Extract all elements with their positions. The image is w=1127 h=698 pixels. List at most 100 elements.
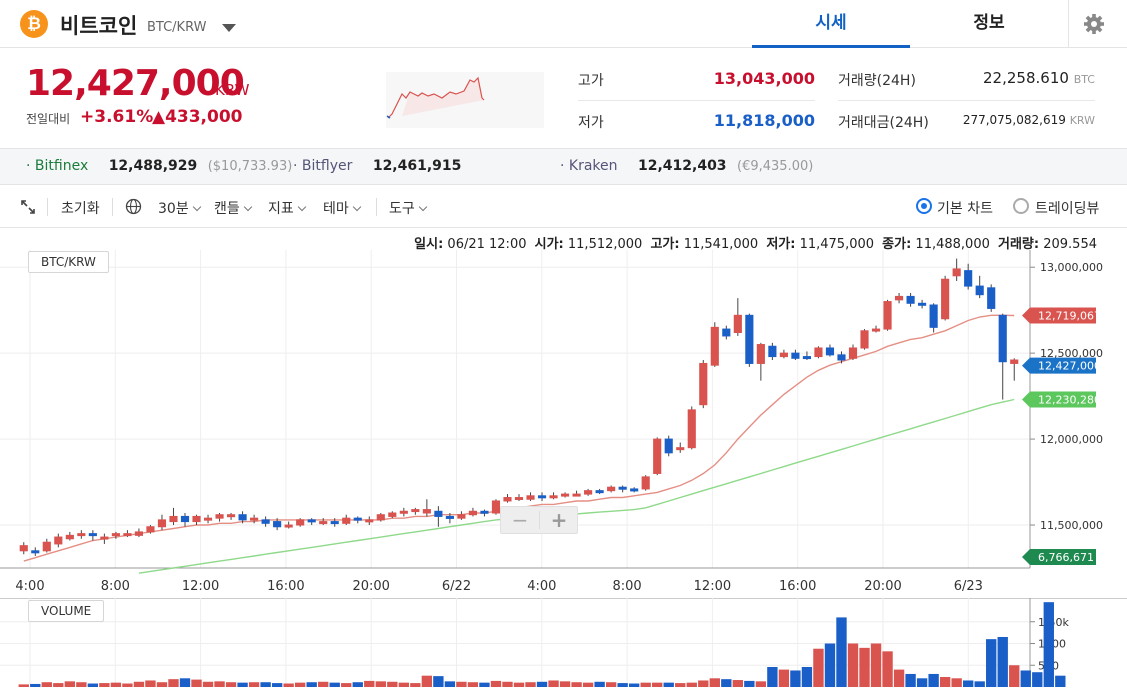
candle — [365, 519, 374, 523]
exchange-prices-bar: · Bitfinex 12,488,929 ($10,733.93) · Bit… — [0, 148, 1127, 185]
zoom-in-button[interactable]: + — [550, 508, 568, 532]
volume-label: 거래량(24H) — [838, 73, 916, 89]
price-badge — [1022, 391, 1096, 408]
coin-name[interactable]: 비트코인 — [60, 14, 138, 38]
price-badge-label: 12,230,280 — [1038, 393, 1101, 406]
volume-bar — [122, 683, 133, 687]
coin-pair[interactable]: BTC/KRW — [147, 20, 207, 35]
volume-bar — [294, 682, 306, 687]
trade-amount-unit: KRW — [1069, 114, 1095, 127]
close-value: 11,488,000 — [915, 237, 990, 252]
candle — [250, 517, 259, 521]
volume-bar — [928, 673, 939, 687]
candle — [192, 515, 201, 523]
candle — [399, 510, 408, 514]
x-tick-label: 8:00 — [101, 579, 130, 594]
x-tick-label: 4:00 — [15, 579, 44, 594]
volume-bar — [398, 682, 410, 687]
divider — [578, 100, 815, 101]
volume-bar — [859, 647, 870, 687]
price-badge — [1022, 307, 1096, 324]
candle — [342, 517, 351, 524]
volume-bar — [191, 679, 202, 687]
change-percent: +3.61% — [80, 107, 154, 127]
volume-value: 22,258.610 BTC — [950, 69, 1095, 87]
exchange-name: · Kraken — [560, 158, 618, 174]
indicator-dropdown[interactable]: 지표 — [268, 198, 305, 218]
candle — [941, 278, 950, 320]
candle — [883, 301, 892, 330]
candle — [584, 490, 593, 495]
volume-bar — [479, 682, 490, 687]
exchange-bitflyer: · Bitflyer 12,461,915 — [293, 158, 461, 174]
low-value: 11,818,000 — [713, 111, 815, 130]
volume-bar — [882, 651, 893, 687]
candle — [480, 510, 489, 514]
basic-chart-radio[interactable] — [916, 198, 932, 214]
candle — [560, 493, 570, 497]
candlestick-chart[interactable]: 4:00 8:00 12:00 16:00 20:00 6/22 4:00 8:00 12:00… — [0, 250, 1127, 598]
divider — [838, 100, 1095, 101]
y-tick-label: 12,500,000 — [1040, 347, 1103, 360]
candle — [871, 328, 881, 332]
candle — [284, 524, 293, 528]
interval-dropdown[interactable]: 30분 — [158, 198, 200, 218]
candle — [929, 304, 938, 328]
volume-bar — [421, 675, 433, 687]
tools-dropdown[interactable]: 도구 — [389, 198, 426, 218]
volume-bar — [813, 648, 824, 687]
candle-dropdown[interactable]: 캔들 — [214, 198, 251, 218]
reset-button[interactable]: 초기화 — [61, 201, 100, 217]
volume-bar — [905, 673, 916, 687]
settings-button[interactable] — [1068, 0, 1127, 48]
candle — [745, 314, 754, 364]
divider — [112, 198, 113, 216]
volume-bar — [997, 636, 1008, 687]
trade-amount-value: 277,075,082,619 KRW — [930, 113, 1095, 127]
candle — [1010, 359, 1019, 364]
price-badge-label: 12,719,067 — [1038, 309, 1101, 322]
volume-bar — [836, 617, 847, 687]
tradingview-label[interactable]: 트레이딩뷰 — [1035, 201, 1100, 217]
volume-bar — [375, 681, 386, 687]
chevron-down-icon[interactable] — [222, 24, 236, 32]
tab-quote[interactable]: 시세 — [752, 0, 910, 48]
tradingview-radio[interactable] — [1013, 198, 1029, 214]
volume-chart[interactable]: 1.50k1000500 — [0, 598, 1127, 698]
volume-bar — [628, 683, 640, 687]
exchange-usd-price: ($10,733.93) — [207, 159, 293, 174]
globe-icon[interactable] — [125, 198, 142, 215]
candle — [376, 514, 385, 521]
volume-bar — [755, 681, 767, 687]
fullscreen-icon[interactable] — [20, 199, 36, 215]
zoom-out-button[interactable]: − — [511, 508, 529, 532]
volume-bar — [893, 669, 905, 687]
candle — [100, 536, 109, 540]
theme-dropdown[interactable]: 테마 — [323, 198, 360, 218]
candle — [860, 330, 869, 349]
volume-bar — [41, 682, 52, 687]
volume-bar — [53, 683, 64, 687]
volume-bar — [721, 679, 732, 687]
volume-bar — [675, 683, 686, 687]
gear-icon — [1084, 14, 1104, 34]
current-price: 12,427,000 — [26, 63, 245, 104]
candle — [273, 521, 282, 528]
candle — [319, 521, 328, 525]
candle — [42, 541, 51, 552]
candle — [457, 514, 466, 519]
tab-info[interactable]: 정보 — [973, 13, 1005, 33]
price-badge — [1022, 357, 1096, 374]
candle — [549, 495, 558, 499]
volume-bar — [433, 676, 444, 687]
basic-chart-label[interactable]: 기본 차트 — [937, 201, 993, 217]
volume-bar — [778, 669, 790, 687]
candle — [146, 526, 155, 533]
volume-bar — [847, 643, 859, 687]
candle — [31, 550, 40, 554]
price-unit: KRW — [215, 81, 250, 99]
volume-bar — [663, 682, 674, 687]
candle — [203, 517, 213, 521]
candle — [111, 533, 120, 537]
candle — [768, 345, 777, 358]
